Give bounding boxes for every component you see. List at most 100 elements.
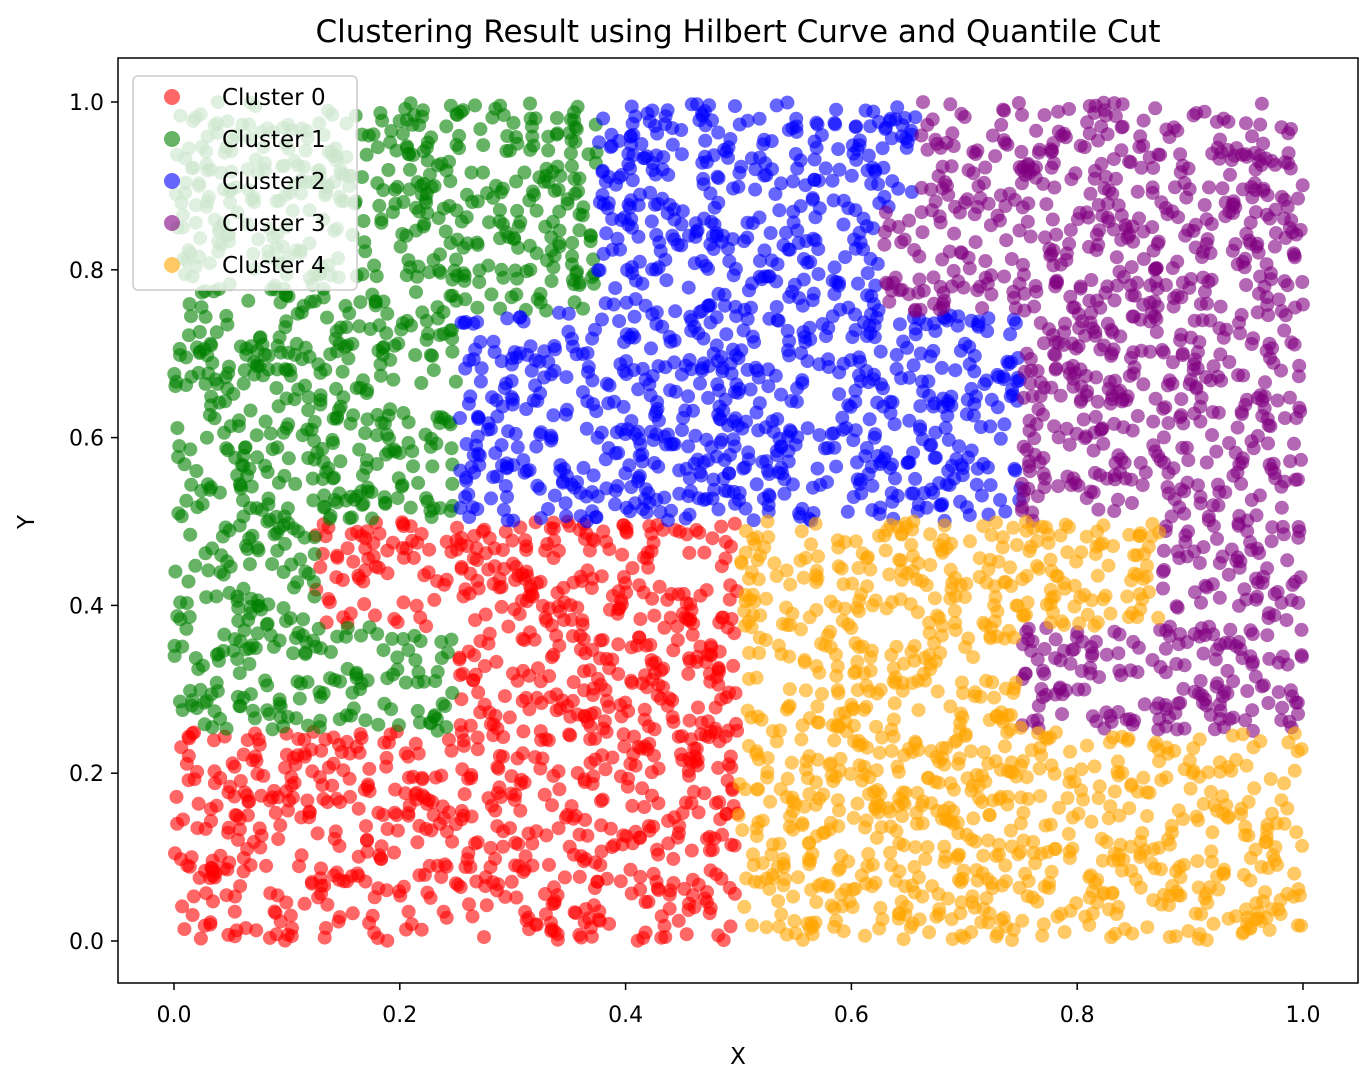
data-point bbox=[468, 667, 483, 682]
data-point bbox=[1240, 684, 1255, 698]
data-point bbox=[1261, 611, 1276, 625]
data-point bbox=[398, 675, 413, 690]
data-point bbox=[217, 627, 232, 642]
data-point bbox=[602, 661, 617, 676]
data-point bbox=[1112, 663, 1127, 678]
data-point bbox=[728, 99, 742, 114]
data-point bbox=[1199, 212, 1214, 227]
data-point bbox=[922, 648, 937, 663]
data-point bbox=[920, 117, 935, 132]
data-point bbox=[442, 199, 457, 213]
data-point bbox=[401, 643, 416, 658]
data-point bbox=[966, 408, 981, 423]
data-point bbox=[557, 870, 572, 885]
data-point bbox=[892, 317, 907, 332]
data-point bbox=[528, 353, 543, 368]
data-point bbox=[965, 895, 980, 910]
data-point bbox=[305, 764, 320, 779]
data-point bbox=[585, 373, 600, 388]
data-point bbox=[269, 381, 284, 395]
data-point bbox=[714, 519, 729, 534]
data-point bbox=[490, 409, 505, 424]
data-point bbox=[714, 350, 729, 364]
data-point bbox=[809, 603, 824, 617]
data-point bbox=[477, 930, 491, 945]
data-point bbox=[1104, 322, 1119, 337]
data-point bbox=[410, 269, 425, 284]
data-point bbox=[1243, 920, 1257, 935]
data-point bbox=[204, 338, 219, 353]
data-point bbox=[885, 457, 899, 472]
data-point bbox=[757, 132, 772, 147]
data-point bbox=[752, 111, 767, 126]
data-point bbox=[381, 735, 396, 750]
data-point bbox=[862, 787, 876, 802]
data-point bbox=[395, 126, 410, 141]
data-point bbox=[1015, 107, 1029, 122]
data-point bbox=[244, 479, 259, 494]
data-point bbox=[724, 366, 739, 381]
data-point bbox=[1027, 299, 1042, 314]
data-point bbox=[467, 648, 482, 663]
data-point bbox=[584, 581, 599, 595]
data-point bbox=[1033, 789, 1048, 803]
data-point bbox=[188, 558, 203, 573]
data-point bbox=[468, 613, 483, 628]
data-point bbox=[737, 234, 751, 249]
data-point bbox=[849, 534, 863, 549]
data-point bbox=[909, 572, 924, 587]
data-point bbox=[761, 498, 776, 513]
data-point bbox=[867, 430, 882, 445]
data-point bbox=[563, 146, 578, 161]
data-point bbox=[280, 501, 295, 516]
data-point bbox=[630, 933, 645, 948]
data-point bbox=[1078, 431, 1093, 446]
data-point bbox=[1136, 770, 1151, 785]
data-point bbox=[1290, 744, 1305, 759]
data-point bbox=[376, 808, 391, 822]
data-point bbox=[855, 737, 870, 752]
data-point bbox=[616, 727, 631, 742]
data-point bbox=[779, 790, 794, 804]
data-point bbox=[1133, 455, 1148, 470]
data-point bbox=[552, 782, 567, 797]
data-point bbox=[682, 353, 697, 367]
data-point bbox=[990, 604, 1005, 619]
data-point bbox=[511, 859, 526, 874]
data-point bbox=[833, 751, 848, 766]
data-point bbox=[1086, 443, 1101, 458]
data-point bbox=[852, 368, 866, 383]
data-point bbox=[595, 633, 610, 647]
data-point bbox=[588, 752, 603, 767]
data-point bbox=[646, 433, 661, 447]
data-point bbox=[1063, 223, 1078, 238]
data-point bbox=[777, 472, 792, 487]
data-point bbox=[518, 849, 533, 864]
data-point bbox=[726, 342, 740, 357]
data-point bbox=[829, 647, 843, 662]
data-point bbox=[291, 625, 306, 640]
data-point bbox=[996, 102, 1011, 117]
data-point bbox=[635, 781, 650, 796]
data-point bbox=[625, 561, 640, 575]
data-point bbox=[882, 567, 897, 582]
data-point bbox=[1277, 323, 1292, 338]
data-point bbox=[1016, 490, 1031, 505]
data-point bbox=[888, 670, 903, 685]
data-point bbox=[735, 421, 750, 436]
data-point bbox=[527, 632, 542, 647]
data-point bbox=[720, 620, 735, 635]
data-point bbox=[1246, 740, 1261, 755]
data-point bbox=[988, 754, 1003, 769]
data-point bbox=[1248, 205, 1263, 220]
data-point bbox=[1096, 518, 1111, 533]
data-point bbox=[1277, 776, 1292, 791]
data-point bbox=[1034, 682, 1049, 696]
data-point bbox=[470, 553, 484, 568]
data-point bbox=[818, 638, 833, 653]
data-point bbox=[179, 756, 194, 771]
data-point bbox=[563, 709, 578, 724]
data-point bbox=[316, 500, 331, 515]
data-point bbox=[695, 108, 710, 123]
data-point bbox=[1082, 293, 1097, 308]
